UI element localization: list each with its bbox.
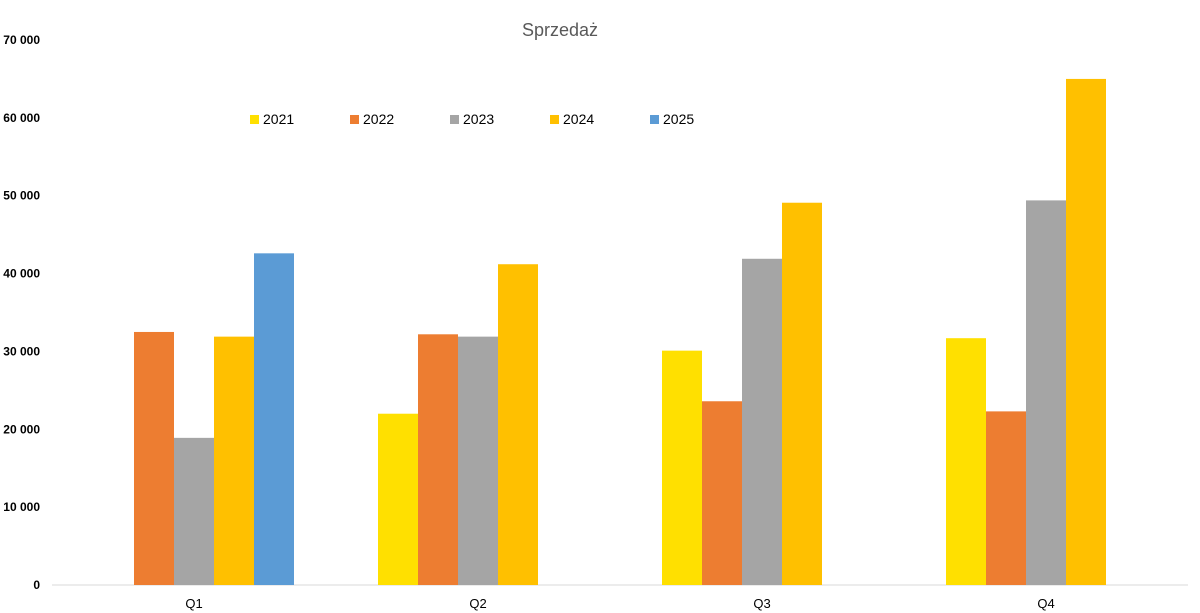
bar-q1-2025 bbox=[254, 253, 294, 586]
bar-q1-2023 bbox=[174, 437, 214, 585]
bar-q3-2023 bbox=[742, 258, 782, 585]
legend-label: 2024 bbox=[563, 111, 594, 127]
bar-q2-2023 bbox=[458, 336, 498, 585]
y-tick-label: 50 000 bbox=[3, 189, 40, 203]
bar-q3-2024 bbox=[782, 202, 822, 585]
bar-q4-2021 bbox=[946, 338, 986, 585]
legend-swatch bbox=[650, 115, 659, 124]
legend-swatch bbox=[450, 115, 459, 124]
y-axis: 0 10 000 20 000 30 000 40 000 50 000 60 000 70 … bbox=[3, 33, 40, 592]
bar-q4-2024 bbox=[1066, 78, 1106, 585]
x-axis: Q1 Q2 Q3 Q4 bbox=[52, 584, 1188, 611]
y-tick-label: 0 bbox=[33, 578, 40, 592]
legend-label: 2021 bbox=[263, 111, 294, 127]
bar-q2-2024 bbox=[498, 264, 538, 585]
legend-label: 2023 bbox=[463, 111, 494, 127]
bar-q3-2021 bbox=[662, 350, 702, 585]
x-tick-label: Q2 bbox=[469, 596, 486, 611]
legend-label: 2022 bbox=[363, 111, 394, 127]
x-tick-label: Q1 bbox=[185, 596, 202, 611]
bars-group bbox=[134, 78, 1106, 586]
bar-q2-2022 bbox=[418, 334, 458, 585]
bar-q2-2021 bbox=[378, 413, 418, 585]
bar-q3-2022 bbox=[702, 401, 742, 585]
x-tick-label: Q4 bbox=[1037, 596, 1054, 611]
legend-swatch bbox=[250, 115, 259, 124]
bar-q4-2022 bbox=[986, 411, 1026, 585]
bar-q1-2024 bbox=[214, 336, 254, 585]
x-tick-label: Q3 bbox=[753, 596, 770, 611]
y-tick-label: 20 000 bbox=[3, 422, 40, 436]
bar-q1-2022 bbox=[134, 331, 174, 585]
y-tick-label: 60 000 bbox=[3, 111, 40, 125]
legend-swatch bbox=[550, 115, 559, 124]
legend-swatch bbox=[350, 115, 359, 124]
legend: 2021 2022 2023 2024 2025 bbox=[250, 111, 694, 127]
bar-q4-2023 bbox=[1026, 200, 1066, 585]
y-tick-label: 40 000 bbox=[3, 267, 40, 281]
legend-label: 2025 bbox=[663, 111, 694, 127]
y-tick-label: 70 000 bbox=[3, 33, 40, 47]
y-tick-label: 30 000 bbox=[3, 344, 40, 358]
y-tick-label: 10 000 bbox=[3, 500, 40, 514]
chart-title: Sprzedaż bbox=[522, 20, 598, 40]
